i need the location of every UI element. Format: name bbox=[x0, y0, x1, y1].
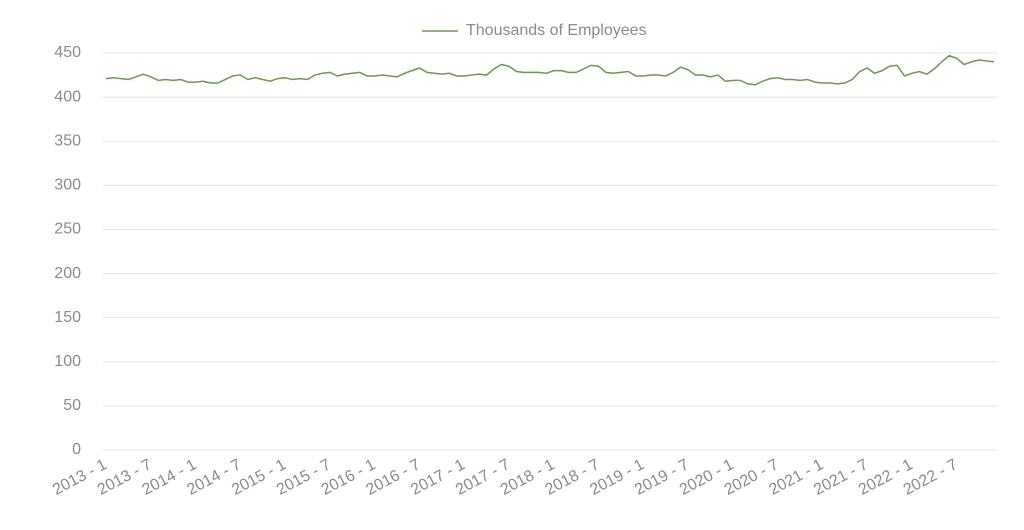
y-tick-label: 100 bbox=[54, 353, 81, 370]
y-tick-label: 150 bbox=[54, 309, 81, 326]
y-tick-label: 350 bbox=[54, 132, 81, 149]
y-tick-label: 250 bbox=[54, 221, 81, 238]
legend-label: Thousands of Employees bbox=[466, 22, 647, 39]
y-tick-label: 200 bbox=[54, 265, 81, 282]
y-tick-label: 0 bbox=[72, 441, 81, 458]
line bbox=[105, 54, 995, 86]
y-tick-label: 50 bbox=[63, 397, 81, 414]
y-tick-label: 400 bbox=[54, 88, 81, 105]
y-tick-label: 450 bbox=[54, 44, 81, 61]
y-tick-label: 300 bbox=[54, 177, 81, 194]
